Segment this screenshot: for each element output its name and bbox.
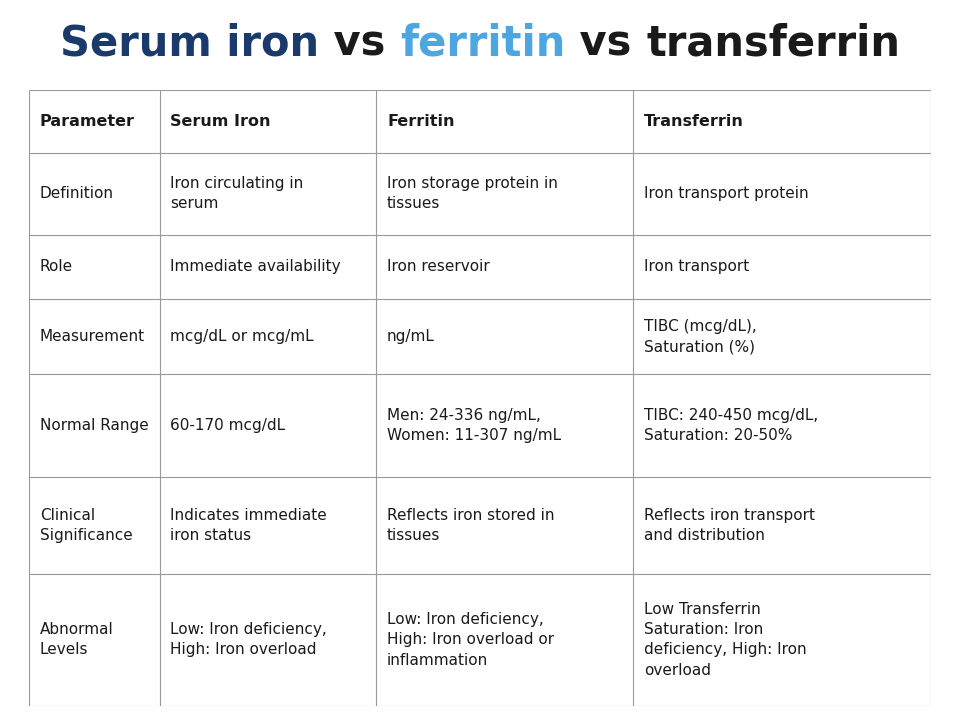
Text: Serum Iron: Serum Iron [171, 114, 271, 129]
Text: ferritin: ferritin [400, 22, 565, 64]
Text: Reflects iron stored in
tissues: Reflects iron stored in tissues [387, 508, 555, 543]
Text: Serum iron: Serum iron [60, 22, 319, 64]
Text: vs: vs [565, 22, 646, 64]
Text: Measurement: Measurement [39, 329, 145, 344]
Text: Normal Range: Normal Range [39, 418, 149, 433]
Text: Iron transport: Iron transport [644, 259, 750, 274]
Text: Ferritin: Ferritin [387, 114, 454, 129]
Text: Iron transport protein: Iron transport protein [644, 186, 809, 202]
Text: Iron reservoir: Iron reservoir [387, 259, 490, 274]
Text: Men: 24-336 ng/mL,
Women: 11-307 ng/mL: Men: 24-336 ng/mL, Women: 11-307 ng/mL [387, 408, 562, 444]
Text: 60-170 mcg/dL: 60-170 mcg/dL [171, 418, 286, 433]
Text: transferrin: transferrin [646, 22, 900, 64]
Text: Iron storage protein in
tissues: Iron storage protein in tissues [387, 176, 558, 212]
Text: Abnormal
Levels: Abnormal Levels [39, 622, 113, 657]
Text: Definition: Definition [39, 186, 113, 202]
Text: Reflects iron transport
and distribution: Reflects iron transport and distribution [644, 508, 815, 543]
Text: Low: Iron deficiency,
High: Iron overload: Low: Iron deficiency, High: Iron overloa… [171, 622, 327, 657]
Text: Low Transferrin
Saturation: Iron
deficiency, High: Iron
overload: Low Transferrin Saturation: Iron deficie… [644, 601, 806, 678]
Text: Immediate availability: Immediate availability [171, 259, 341, 274]
Text: Indicates immediate
iron status: Indicates immediate iron status [171, 508, 327, 543]
Text: vs: vs [319, 22, 400, 64]
Text: ng/mL: ng/mL [387, 329, 435, 344]
Text: TIBC (mcg/dL),
Saturation (%): TIBC (mcg/dL), Saturation (%) [644, 319, 757, 354]
Text: Low: Iron deficiency,
High: Iron overload or
inflammation: Low: Iron deficiency, High: Iron overloa… [387, 612, 554, 667]
Text: Transferrin: Transferrin [644, 114, 744, 129]
Text: TIBC: 240-450 mcg/dL,
Saturation: 20-50%: TIBC: 240-450 mcg/dL, Saturation: 20-50% [644, 408, 819, 444]
Text: mcg/dL or mcg/mL: mcg/dL or mcg/mL [171, 329, 314, 344]
Text: Clinical
Significance: Clinical Significance [39, 508, 132, 543]
Text: Parameter: Parameter [39, 114, 134, 129]
Text: Role: Role [39, 259, 73, 274]
Text: Iron circulating in
serum: Iron circulating in serum [171, 176, 303, 212]
